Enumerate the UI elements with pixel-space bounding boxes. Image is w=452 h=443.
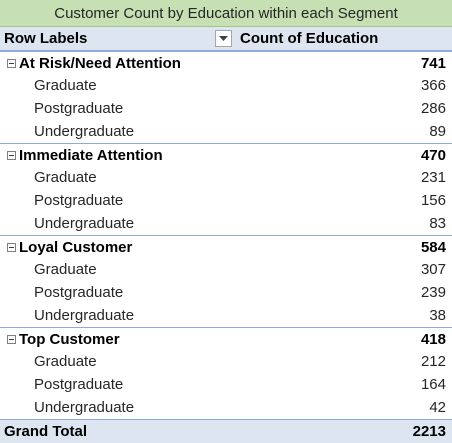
group-row-immediate-attention[interactable]: Immediate Attention 470 — [0, 143, 452, 166]
row-labels-header-text: Row Labels — [4, 30, 88, 47]
row-value: 231 — [420, 169, 446, 186]
group-row-loyal-customer[interactable]: Loyal Customer 584 — [0, 235, 452, 258]
table-row[interactable]: Postgraduate 286 — [0, 97, 452, 120]
row-value: 38 — [429, 307, 446, 324]
row-value: 164 — [420, 376, 446, 393]
row-label: Undergraduate — [34, 307, 135, 324]
filter-dropdown-icon — [219, 35, 228, 41]
table-row[interactable]: Undergraduate 83 — [0, 212, 452, 235]
pivot-title: Customer Count by Education within each … — [0, 0, 452, 27]
table-row[interactable]: Graduate 212 — [0, 350, 452, 373]
table-row[interactable]: Graduate 231 — [0, 166, 452, 189]
table-row[interactable]: Postgraduate 239 — [0, 281, 452, 304]
group-label: At Risk/Need Attention — [0, 52, 234, 74]
row-label: Graduate — [34, 261, 97, 278]
table-row[interactable]: Undergraduate 42 — [0, 396, 452, 419]
row-value: 239 — [420, 284, 446, 301]
row-labels-header: Row Labels — [0, 27, 234, 50]
row-label: Undergraduate — [34, 399, 135, 416]
collapse-minus-icon[interactable] — [7, 334, 16, 344]
grand-total-value: 2213 — [412, 423, 446, 440]
collapse-minus-icon[interactable] — [7, 150, 16, 160]
table-row[interactable]: Undergraduate 89 — [0, 120, 452, 143]
row-label: Postgraduate — [34, 284, 124, 301]
table-row[interactable]: Undergraduate 38 — [0, 304, 452, 327]
group-total: 741 — [420, 54, 446, 72]
row-labels-filter-button[interactable] — [215, 30, 232, 47]
group-row-at-risk[interactable]: At Risk/Need Attention 741 — [0, 51, 452, 74]
group-name: Top Customer — [19, 330, 120, 348]
group-name: Loyal Customer — [19, 238, 133, 256]
value-header: Count of Education — [240, 30, 379, 47]
group-name: Immediate Attention — [19, 146, 163, 164]
row-label: Postgraduate — [34, 100, 124, 117]
row-value: 307 — [420, 261, 446, 278]
group-label: Loyal Customer — [0, 236, 234, 258]
row-label: Graduate — [34, 77, 97, 94]
group-label: Top Customer — [0, 328, 234, 350]
row-label: Postgraduate — [34, 376, 124, 393]
table-row[interactable]: Graduate 366 — [0, 74, 452, 97]
row-value: 212 — [420, 353, 446, 370]
row-value: 366 — [420, 77, 446, 94]
group-name: At Risk/Need Attention — [19, 54, 181, 72]
collapse-minus-icon[interactable] — [7, 58, 16, 68]
row-label: Undergraduate — [34, 215, 135, 232]
group-label: Immediate Attention — [0, 144, 234, 166]
row-label: Graduate — [34, 353, 97, 370]
row-label: Postgraduate — [34, 192, 124, 209]
pivot-title-text: Customer Count by Education within each … — [54, 4, 398, 22]
row-value: 89 — [429, 123, 446, 140]
grand-total-row[interactable]: Grand Total 2213 — [0, 419, 452, 443]
pivot-header-row: Row Labels Count of Education — [0, 27, 452, 51]
row-value: 156 — [420, 192, 446, 209]
group-total: 584 — [420, 238, 446, 256]
group-total: 470 — [420, 146, 446, 164]
group-total: 418 — [420, 330, 446, 348]
row-label: Undergraduate — [34, 123, 135, 140]
table-row[interactable]: Postgraduate 156 — [0, 189, 452, 212]
table-row[interactable]: Postgraduate 164 — [0, 373, 452, 396]
grand-total-label: Grand Total — [4, 423, 88, 440]
table-row[interactable]: Graduate 307 — [0, 258, 452, 281]
group-row-top-customer[interactable]: Top Customer 418 — [0, 327, 452, 350]
row-value: 83 — [429, 215, 446, 232]
row-value: 286 — [420, 100, 446, 117]
collapse-minus-icon[interactable] — [7, 242, 16, 252]
row-value: 42 — [429, 399, 446, 416]
row-label: Graduate — [34, 169, 97, 186]
